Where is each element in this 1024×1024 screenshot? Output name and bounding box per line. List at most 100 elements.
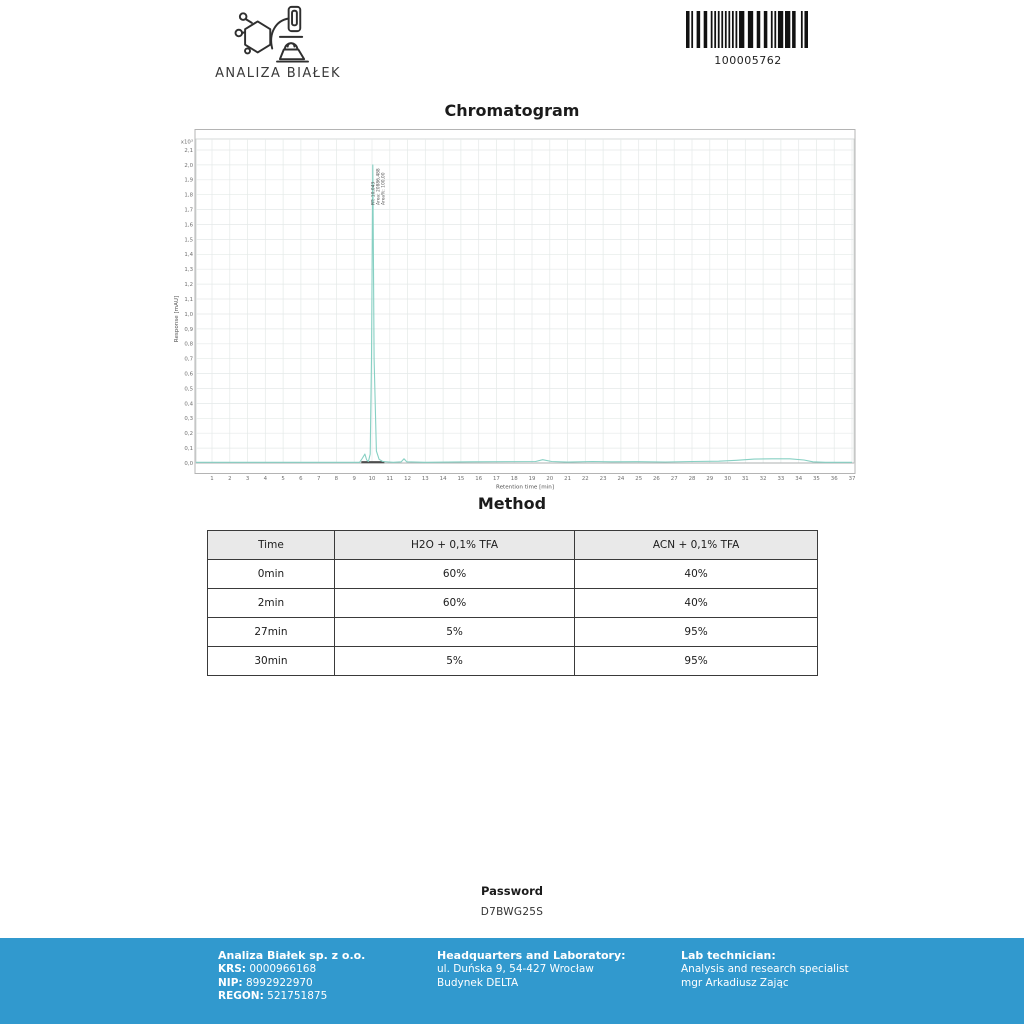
svg-text:24: 24 bbox=[617, 476, 624, 482]
svg-text:6: 6 bbox=[299, 476, 303, 482]
svg-text:25: 25 bbox=[635, 476, 642, 482]
svg-text:Area: 20886,488: Area: 20886,488 bbox=[375, 168, 381, 205]
svg-text:1,3: 1,3 bbox=[184, 267, 193, 273]
svg-text:1,6: 1,6 bbox=[184, 222, 193, 228]
svg-text:28: 28 bbox=[689, 476, 696, 482]
svg-text:16: 16 bbox=[475, 476, 482, 482]
svg-text:1: 1 bbox=[210, 476, 213, 482]
method-cell: 5% bbox=[333, 646, 576, 676]
svg-text:8: 8 bbox=[335, 476, 339, 482]
footer-company-block: Analiza Białek sp. z o.o. KRS: 000096616… bbox=[218, 949, 365, 1004]
svg-text:11: 11 bbox=[386, 476, 393, 482]
svg-text:14: 14 bbox=[440, 476, 447, 482]
method-cell: 40% bbox=[574, 559, 818, 589]
svg-text:0,8: 0,8 bbox=[184, 342, 193, 348]
method-col-header: ACN + 0,1% TFA bbox=[574, 530, 818, 560]
method-cell: 30min bbox=[207, 646, 335, 676]
barcode-image bbox=[686, 11, 808, 48]
svg-text:23: 23 bbox=[600, 476, 607, 482]
technician-role: Analysis and research specialist bbox=[681, 962, 849, 975]
svg-text:0,4: 0,4 bbox=[184, 401, 193, 407]
company-logo: ANALIZA BIAŁEK bbox=[208, 4, 348, 81]
svg-text:0,6: 0,6 bbox=[184, 372, 193, 378]
svg-text:22: 22 bbox=[582, 476, 589, 482]
chromatogram-chart: 0,0 0,1 0,2 0,3 0,4 0,5 0,6 0,7 0,8 0,9 1,0 1,1 1,2 1… bbox=[170, 129, 860, 494]
chromatogram-title: Chromatogram bbox=[444, 101, 580, 120]
svg-text:1,7: 1,7 bbox=[184, 208, 193, 214]
svg-text:0,0: 0,0 bbox=[184, 461, 193, 467]
svg-text:2: 2 bbox=[228, 476, 231, 482]
method-col-header: H2O + 0,1% TFA bbox=[333, 530, 576, 560]
svg-text:Retention time [min]: Retention time [min] bbox=[496, 485, 554, 491]
method-cell: 95% bbox=[574, 617, 818, 647]
logo-text: ANALIZA BIAŁEK bbox=[215, 66, 341, 81]
method-table: Time H2O + 0,1% TFA ACN + 0,1% TFA 0min 60% 4… bbox=[207, 530, 818, 676]
svg-text:5: 5 bbox=[281, 476, 284, 482]
svg-text:15: 15 bbox=[457, 476, 464, 482]
password-section: Password D7BWG25S bbox=[0, 884, 1024, 918]
svg-text:33: 33 bbox=[777, 476, 784, 482]
headquarters-building: Budynek DELTA bbox=[437, 976, 519, 989]
method-cell: 27min bbox=[207, 617, 335, 647]
method-cell: 2min bbox=[207, 588, 335, 618]
method-cell: 0min bbox=[207, 559, 335, 589]
svg-text:34: 34 bbox=[795, 476, 802, 482]
svg-text:1,2: 1,2 bbox=[184, 282, 193, 288]
svg-text:Area%: 100,00: Area%: 100,00 bbox=[380, 172, 386, 205]
method-row: 30min 5% 95% bbox=[207, 646, 818, 676]
svg-text:0,7: 0,7 bbox=[184, 357, 193, 363]
svg-text:35: 35 bbox=[813, 476, 820, 482]
method-row: 27min 5% 95% bbox=[207, 617, 818, 647]
barcode: 100005762 bbox=[686, 11, 810, 67]
svg-text:2,0: 2,0 bbox=[184, 163, 193, 169]
svg-text:1,1: 1,1 bbox=[184, 297, 193, 303]
method-cell: 60% bbox=[333, 559, 576, 589]
method-title: Method bbox=[477, 494, 547, 513]
svg-text:0,5: 0,5 bbox=[184, 386, 193, 392]
method-col-header: Time bbox=[207, 530, 335, 560]
svg-text:9: 9 bbox=[352, 476, 356, 482]
company-name: Analiza Białek sp. z o.o. bbox=[218, 949, 366, 962]
svg-text:7: 7 bbox=[317, 476, 320, 482]
svg-text:17: 17 bbox=[493, 476, 500, 482]
svg-text:1,5: 1,5 bbox=[184, 237, 193, 243]
svg-text:3: 3 bbox=[246, 476, 249, 482]
company-nip: NIP: 8992922970 bbox=[218, 976, 313, 989]
svg-text:19: 19 bbox=[529, 476, 536, 482]
svg-text:18: 18 bbox=[511, 476, 518, 482]
svg-text:29: 29 bbox=[706, 476, 713, 482]
headquarters-title: Headquarters and Laboratory: bbox=[437, 949, 626, 962]
svg-text:30: 30 bbox=[724, 476, 731, 482]
svg-text:32: 32 bbox=[760, 476, 767, 482]
svg-text:RT: 10,043: RT: 10,043 bbox=[370, 182, 376, 205]
method-cell: 40% bbox=[574, 588, 818, 618]
svg-text:21: 21 bbox=[564, 476, 571, 482]
svg-text:37: 37 bbox=[849, 476, 856, 482]
svg-text:4: 4 bbox=[264, 476, 268, 482]
svg-text:0,3: 0,3 bbox=[184, 416, 193, 422]
svg-text:Response [mAU]: Response [mAU] bbox=[174, 296, 180, 342]
method-row: 2min 60% 40% bbox=[207, 588, 818, 618]
password-label: Password bbox=[481, 884, 543, 898]
svg-text:13: 13 bbox=[422, 476, 429, 482]
method-cell: 95% bbox=[574, 646, 818, 676]
svg-text:0,1: 0,1 bbox=[184, 446, 193, 452]
svg-text:x10³: x10³ bbox=[181, 139, 193, 146]
svg-text:1,4: 1,4 bbox=[184, 252, 193, 258]
svg-text:10: 10 bbox=[369, 476, 376, 482]
headquarters-address: ul. Duńska 9, 54-427 Wrocław bbox=[437, 962, 594, 975]
svg-text:2,1: 2,1 bbox=[184, 148, 193, 154]
technician-name: mgr Arkadiusz Zając bbox=[681, 976, 789, 989]
svg-text:26: 26 bbox=[653, 476, 660, 482]
svg-text:1,9: 1,9 bbox=[184, 178, 193, 184]
svg-text:31: 31 bbox=[742, 476, 749, 482]
molecule-microscope-icon bbox=[234, 5, 309, 63]
method-cell: 60% bbox=[333, 588, 576, 618]
svg-text:0,9: 0,9 bbox=[184, 327, 193, 333]
method-cell: 5% bbox=[333, 617, 576, 647]
password-value: D7BWG25S bbox=[480, 906, 544, 918]
svg-text:36: 36 bbox=[831, 476, 838, 482]
svg-text:12: 12 bbox=[404, 476, 411, 482]
svg-text:1,8: 1,8 bbox=[184, 193, 193, 199]
